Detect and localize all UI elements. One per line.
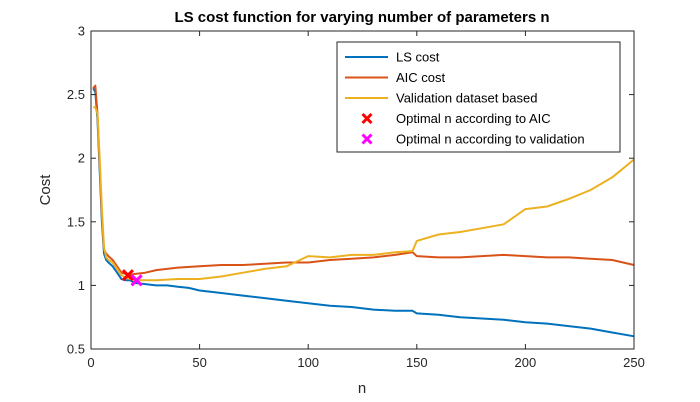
legend-label: Optimal n according to AIC: [396, 111, 551, 126]
marker-layer: [121, 269, 143, 287]
legend-entry-2: AIC cost: [345, 70, 446, 85]
x-tick-label: 100: [297, 355, 319, 370]
marker-point-2: [130, 274, 143, 287]
series-line-2: [92, 84, 635, 277]
series-layer: [92, 84, 635, 338]
legend-label: Optimal n according to validation: [396, 132, 585, 147]
ticks-layer: 0 50 100 150 200 250 0.5 1 1.5 2 2.5 3: [67, 24, 645, 371]
x-tick-label: 200: [515, 355, 537, 370]
legend-label: LS cost: [396, 50, 440, 65]
legend-label: AIC cost: [396, 70, 446, 85]
series-line-3: [93, 106, 635, 282]
legend-entry-3: Validation dataset based: [345, 91, 537, 106]
y-tick-label: 0.5: [67, 342, 85, 357]
axes-frame: [90, 30, 635, 350]
series-line-1: [92, 87, 635, 338]
legend-marker: [361, 133, 373, 145]
legend-label: Validation dataset based: [396, 91, 537, 106]
x-tick-label: 150: [406, 355, 428, 370]
y-tick-label: 1: [78, 278, 85, 293]
legend-entry-5: Optimal n according to validation: [361, 132, 585, 147]
x-tick-label: 50: [192, 355, 206, 370]
legend-entry-4: Optimal n according to AIC: [361, 111, 551, 126]
marker-point-1: [121, 269, 134, 282]
legend-entry-1: LS cost: [345, 50, 440, 65]
y-tick-label: 1.5: [67, 214, 85, 229]
y-tick-label: 2: [78, 151, 85, 166]
legend: LS cost AIC cost Validation dataset based O…: [336, 41, 621, 153]
chart-title: LS cost function for varying number of p…: [174, 9, 549, 26]
x-axis-label: n: [358, 380, 366, 397]
y-tick-label: 2.5: [67, 87, 85, 102]
y-tick-label: 3: [78, 24, 85, 39]
legend-marker: [361, 112, 373, 125]
x-tick-label: 0: [87, 355, 94, 370]
y-axis-label: Cost: [37, 174, 54, 206]
x-tick-label: 250: [623, 355, 645, 370]
